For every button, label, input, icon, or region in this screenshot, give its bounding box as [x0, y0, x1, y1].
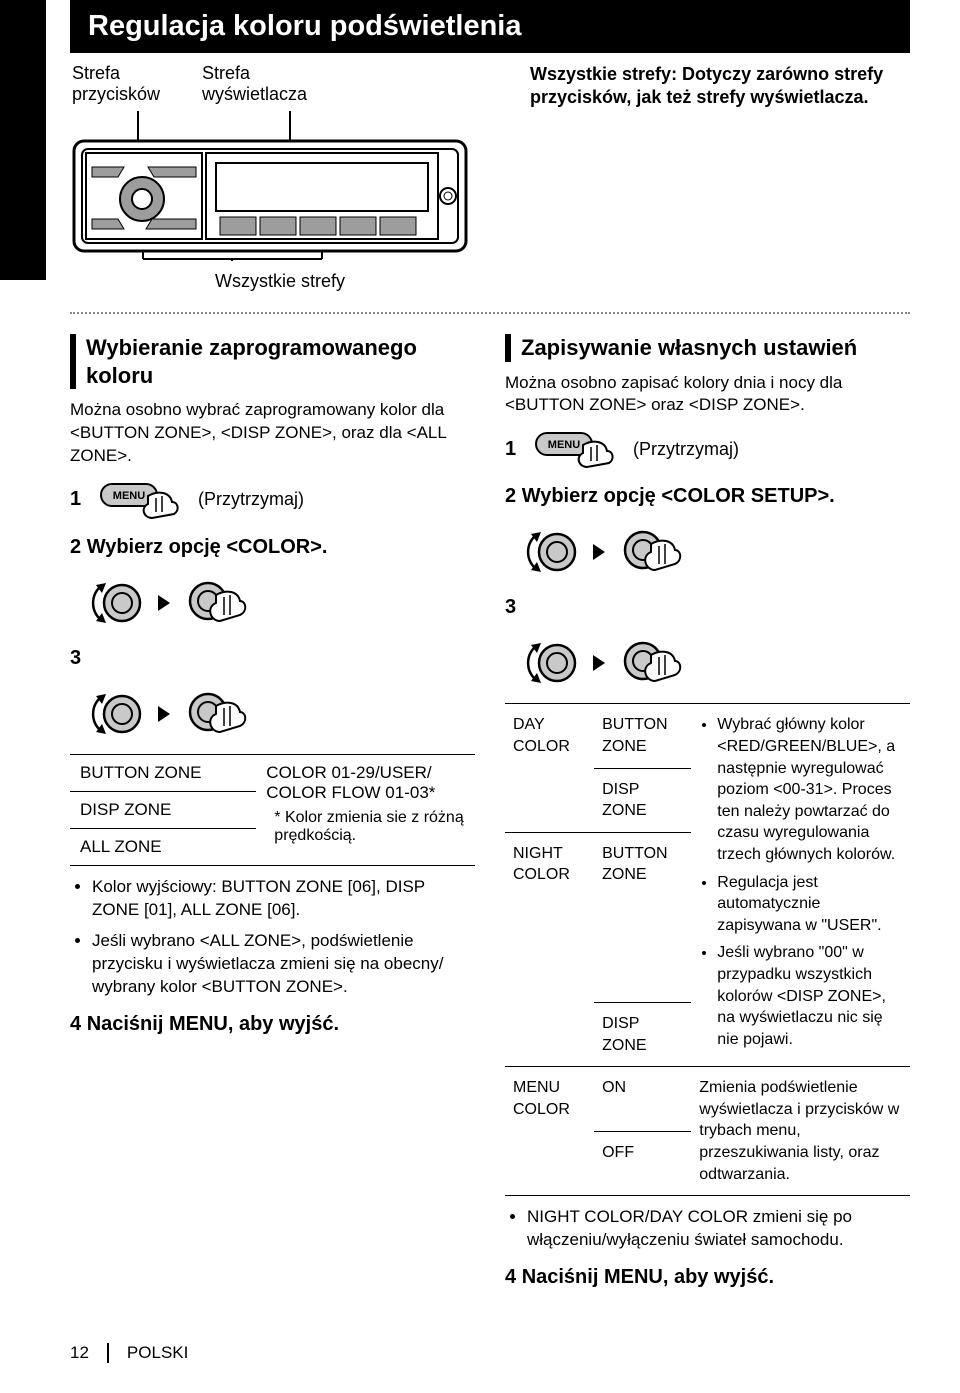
- all-zones-note: Wszystkie strefy: Dotyczy zarówno strefy…: [530, 63, 910, 110]
- desc-item: Regulacja jest automatycznie zapisywana …: [717, 872, 902, 937]
- section-divider: [70, 312, 910, 314]
- desc-item: Wybrać główny kolor <RED/GREEN/BLUE>, a …: [717, 714, 902, 865]
- dial-press-icon: [182, 573, 248, 633]
- left-heading: Wybieranie zaprogramowanego koloru: [70, 334, 475, 389]
- step-number: 4: [505, 1266, 516, 1288]
- page-title: Regulacja koloru podświetlenia: [70, 0, 910, 53]
- arrow-right-icon: [591, 651, 609, 675]
- left-intro: Można osobno wybrać zaprogramowany kolor…: [70, 399, 475, 468]
- table-cell: MENU COLOR: [505, 1067, 594, 1196]
- table-cell: OFF: [594, 1131, 691, 1195]
- desc-list: Wybrać główny kolor <RED/GREEN/BLUE>, a …: [699, 714, 902, 1050]
- step-number: 1: [505, 438, 523, 461]
- table-cell: BUTTON ZONE: [594, 704, 691, 768]
- right-heading: Zapisywanie własnych ustawień: [505, 334, 910, 362]
- table-footnote: * Kolor zmienia sie z różną prędkością.: [266, 809, 465, 845]
- menu-hold-icon: MENU: [98, 478, 188, 522]
- step4-text: Naciśnij MENU, aby wyjść.: [522, 1266, 774, 1288]
- svg-text:MENU: MENU: [548, 439, 580, 451]
- page-number: 12: [70, 1343, 89, 1363]
- arrow-right-icon: [156, 591, 174, 615]
- table-cell: BUTTON ZONE: [70, 754, 256, 791]
- arrow-right-icon: [156, 702, 174, 726]
- step2-text: Wybierz opcję <COLOR SETUP>.: [522, 485, 835, 507]
- label-all-zone: Wszystkie strefy: [215, 271, 470, 292]
- note-item: Kolor wyjściowy: BUTTON ZONE [06], DISP …: [92, 876, 475, 922]
- table-cell: NIGHT COLOR: [505, 832, 594, 1067]
- step-number: 4: [70, 1013, 81, 1035]
- step-number: 2: [70, 536, 81, 558]
- dial-rotate-icon: [523, 524, 583, 580]
- step-number: 3: [70, 647, 81, 669]
- note-item: NIGHT COLOR/DAY COLOR zmieni się po włąc…: [527, 1206, 910, 1252]
- table-cell: DISP ZONE: [594, 1003, 691, 1067]
- step-number: 1: [70, 488, 88, 511]
- right-notes: NIGHT COLOR/DAY COLOR zmieni się po włąc…: [505, 1206, 910, 1252]
- table-cell: DAY COLOR: [505, 704, 594, 832]
- left-notes: Kolor wyjściowy: BUTTON ZONE [06], DISP …: [70, 876, 475, 999]
- menu-hold-icon: MENU: [533, 427, 623, 471]
- step-number: 3: [505, 596, 516, 618]
- label-buttons-zone: Strefa przycisków: [72, 63, 202, 105]
- dial-rotate-icon: [523, 635, 583, 691]
- dial-press-icon: [182, 684, 248, 744]
- table-cell: ALL ZONE: [70, 828, 256, 865]
- color-setup-table: DAY COLOR BUTTON ZONE Wybrać główny kolo…: [505, 703, 910, 1196]
- dial-rotate-icon: [88, 686, 148, 742]
- dial-press-icon: [617, 633, 683, 693]
- hold-label: (Przytrzymaj): [633, 439, 739, 460]
- dial-rotate-icon: [88, 575, 148, 631]
- arrow-right-icon: [591, 540, 609, 564]
- language-label: POLSKI: [107, 1343, 188, 1363]
- step4-text: Naciśnij MENU, aby wyjść.: [87, 1013, 339, 1035]
- svg-text:MENU: MENU: [113, 490, 145, 502]
- stereo-panel-diagram: [70, 111, 470, 261]
- right-intro: Można osobno zapisać kolory dnia i nocy …: [505, 372, 910, 418]
- table-cell: BUTTON ZONE: [594, 832, 691, 1002]
- table-cell: DISP ZONE: [594, 768, 691, 832]
- table-cell: COLOR 01-29/USER/ COLOR FLOW 01-03*: [266, 763, 465, 803]
- table-cell: ON: [594, 1067, 691, 1131]
- table-cell: Zmienia podświetlenie wyświetlacza i prz…: [691, 1067, 910, 1196]
- desc-item: Jeśli wybrano "00" w przypadku wszystkic…: [717, 942, 902, 1050]
- note-item: Jeśli wybrano <ALL ZONE>, podświetlenie …: [92, 930, 475, 999]
- zone-color-table: BUTTON ZONE COLOR 01-29/USER/ COLOR FLOW…: [70, 754, 475, 866]
- step2-text: Wybierz opcję <COLOR>.: [87, 536, 328, 558]
- hold-label: (Przytrzymaj): [198, 489, 304, 510]
- step-number: 2: [505, 485, 516, 507]
- dial-press-icon: [617, 522, 683, 582]
- side-tab: [0, 0, 46, 280]
- label-display-zone: Strefa wyświetlacza: [202, 63, 342, 105]
- table-cell: DISP ZONE: [70, 791, 256, 828]
